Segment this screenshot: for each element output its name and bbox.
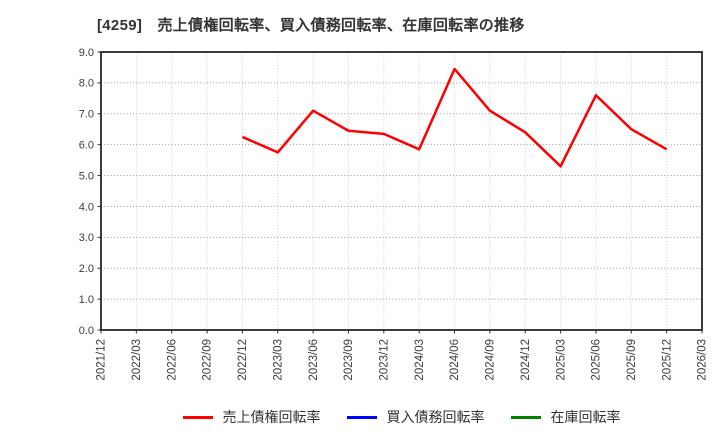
y-axis-tick-label: 1.0: [79, 294, 94, 306]
x-axis-tick-label: 2025/12: [661, 339, 673, 381]
y-axis-tick-label: 9.0: [79, 47, 94, 59]
x-axis-tick-label: 2022/12: [237, 339, 249, 381]
x-axis-tick-label: 2026/03: [697, 339, 709, 381]
legend-label: 買入債務回転率: [386, 409, 485, 425]
line-chart-plot: 2021/12 2022/03 2022/06 2022/09 2022/12 2023/…: [79, 47, 709, 381]
y-axis-tick-label: 0.0: [79, 325, 94, 337]
legend-line-swatch: [510, 415, 541, 419]
x-axis-tick-label: 2023/03: [272, 339, 284, 381]
legend-line-swatch: [182, 415, 213, 419]
legend-label: 在庫回転率: [550, 409, 621, 425]
x-axis-tick-label: 2022/09: [202, 339, 214, 381]
plot-frame: [100, 51, 703, 331]
x-axis-tick-label: 2022/06: [166, 339, 178, 381]
x-axis-tick-label: 2023/09: [343, 339, 355, 381]
x-axis-tick-label: 2024/03: [414, 339, 426, 381]
y-axis-tick-label: 7.0: [79, 109, 94, 121]
y-axis-tick-label: 2.0: [79, 263, 94, 275]
x-axis-tick-label: 2025/09: [626, 339, 638, 381]
y-axis-tick-label: 3.0: [79, 232, 94, 244]
chart-legend: 売上債権回転率 買入債務回転率 在庫回転率: [101, 407, 702, 427]
x-axis-tick-label: 2025/03: [555, 339, 567, 381]
x-axis-tick-label: 2021/12: [96, 339, 108, 381]
x-axis-tick-label: 2024/12: [520, 339, 532, 381]
x-axis-tick-label: 2024/09: [485, 339, 497, 381]
legend-line-swatch: [346, 415, 377, 419]
x-axis-tick-label: 2025/06: [591, 339, 603, 381]
y-axis-tick-label: 5.0: [79, 170, 94, 182]
series-line-0: [241, 67, 668, 168]
x-axis-tick-label: 2022/03: [131, 339, 143, 381]
x-axis-tick-label: 2024/06: [449, 339, 461, 381]
y-axis-tick-label: 8.0: [79, 78, 94, 90]
legend-item-2: 在庫回転率: [510, 407, 621, 427]
x-axis-tick-label: 2023/06: [308, 339, 320, 381]
legend-label: 売上債権回転率: [222, 409, 321, 425]
x-axis-tick-label: 2023/12: [379, 339, 391, 381]
y-axis-tick-label: 6.0: [79, 140, 94, 152]
legend-item-0: 売上債権回転率: [182, 407, 321, 427]
legend-item-1: 買入債務回転率: [346, 407, 485, 427]
chart-title: [4259] 売上債権回転率、買入債務回転率、在庫回転率の推移: [97, 17, 525, 34]
y-axis-tick-label: 4.0: [79, 201, 94, 213]
